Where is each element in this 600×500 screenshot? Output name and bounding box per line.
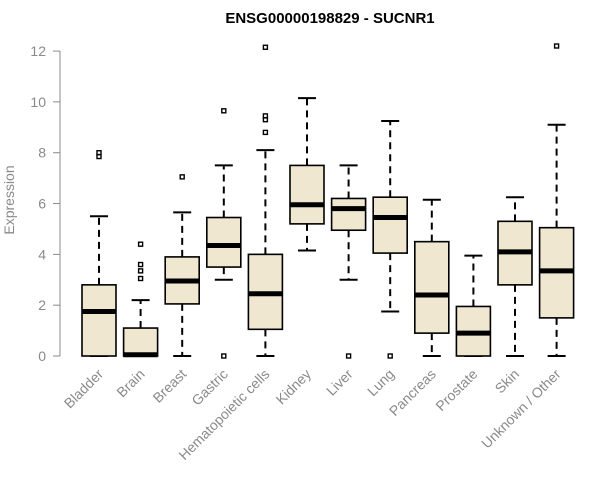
box-skin — [497, 196, 533, 357]
box-liver — [330, 164, 367, 359]
box-iqr — [372, 196, 409, 254]
y-tick-label: 2 — [38, 297, 46, 313]
box-iqr — [330, 197, 367, 232]
outlier-point — [96, 150, 102, 156]
box-iqr — [206, 216, 242, 268]
outlier-point — [137, 261, 144, 268]
box-iqr — [81, 284, 117, 357]
x-tick-label: Skin — [492, 366, 523, 397]
box-gastric — [206, 108, 242, 359]
outlier-point — [262, 129, 269, 136]
box-iqr — [413, 240, 450, 334]
y-tick-label: 4 — [38, 246, 46, 262]
box-iqr — [122, 327, 159, 357]
outlier-point — [387, 353, 393, 359]
box-bladder — [81, 150, 117, 357]
box-unknown-other — [538, 43, 575, 357]
y-tick-label: 6 — [38, 196, 46, 212]
outlier-point — [179, 174, 185, 180]
box-brain — [122, 241, 159, 358]
y-tick-label: 10 — [30, 94, 46, 110]
x-tick-label: Breast — [149, 366, 189, 406]
chart-title: ENSG00000198829 - SUCNR1 — [225, 10, 434, 27]
outlier-point — [137, 241, 144, 247]
x-tick-label: Unknown / Other — [478, 366, 564, 452]
box-series — [81, 43, 575, 359]
box-lung — [372, 119, 409, 359]
box-kidney — [289, 97, 325, 252]
y-tick-label: 12 — [30, 43, 46, 59]
x-tick-label: Brain — [113, 366, 147, 400]
x-tick-label: Prostate — [432, 366, 480, 414]
y-axis: 0 2 4 6 8 10 12 — [30, 43, 61, 364]
box-iqr — [289, 164, 325, 225]
x-tick-label: Bladder — [61, 366, 107, 412]
outlier-point — [221, 108, 227, 114]
outlier-point — [221, 353, 227, 359]
y-tick-label: 8 — [38, 145, 46, 161]
box-pancreas — [413, 198, 450, 357]
y-tick-label: 0 — [38, 348, 46, 364]
box-hematopoietic-cells — [247, 44, 284, 357]
outlier-point — [553, 43, 560, 49]
outlier-point — [137, 275, 144, 282]
x-tick-label: Liver — [323, 366, 356, 399]
box-breast — [164, 174, 200, 357]
x-tick-label: Lung — [364, 366, 397, 399]
outlier-point — [345, 353, 352, 359]
box-prostate — [455, 254, 492, 357]
outlier-point — [137, 268, 144, 274]
x-tick-label: Kidney — [273, 366, 315, 408]
outlier-point — [262, 44, 269, 50]
y-axis-label: Expression — [1, 165, 17, 234]
outlier-point — [262, 113, 269, 119]
